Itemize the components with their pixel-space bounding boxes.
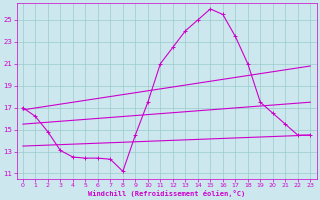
X-axis label: Windchill (Refroidissement éolien,°C): Windchill (Refroidissement éolien,°C) — [88, 190, 245, 197]
